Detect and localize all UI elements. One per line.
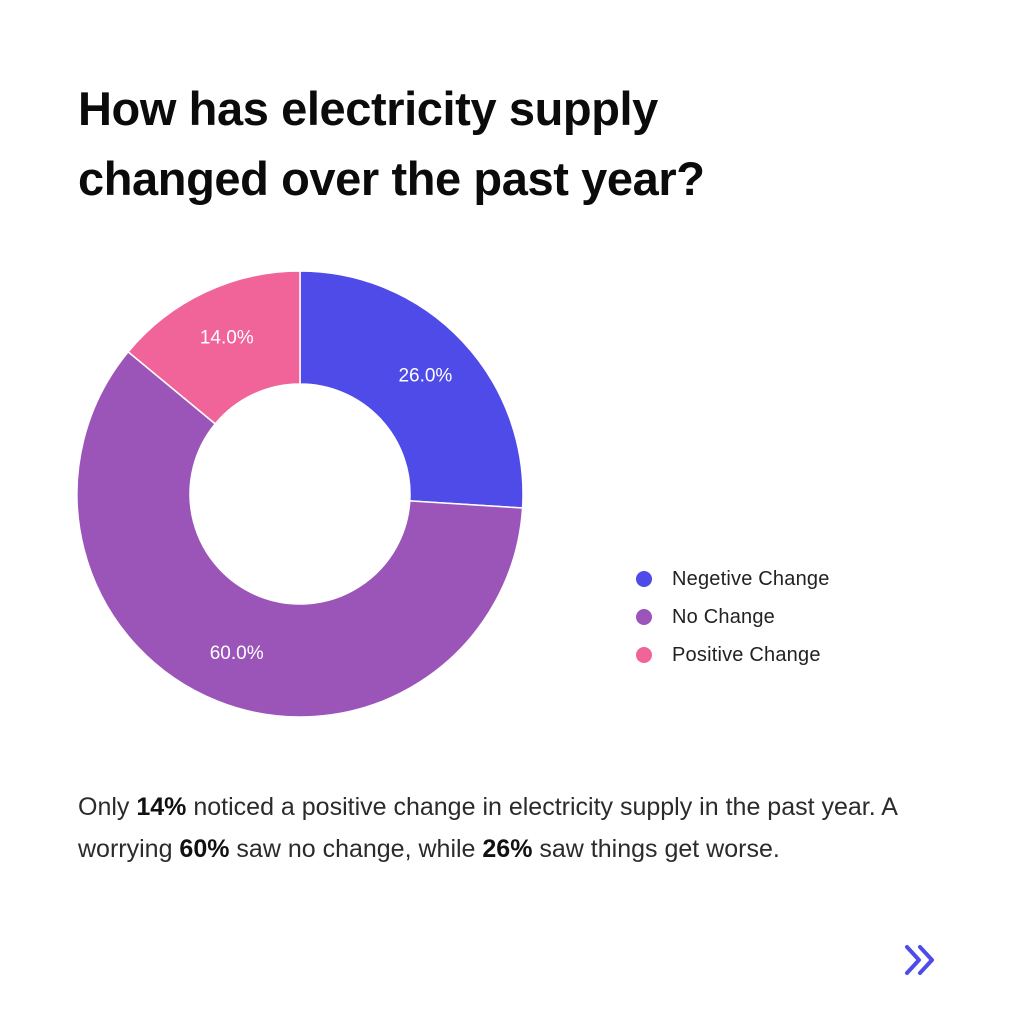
legend-item-no-change: No Change bbox=[636, 598, 830, 636]
title-line-1: How has electricity supply bbox=[78, 82, 658, 135]
legend-label-positive: Positive Change bbox=[672, 643, 821, 666]
title-line-2: changed over the past year? bbox=[78, 152, 705, 205]
summary-highlight-no-change: 60% bbox=[179, 835, 230, 863]
slice-label-positive-change: 14.0% bbox=[200, 327, 254, 348]
slice-no-change bbox=[76, 350, 524, 718]
page-title: How has electricity supply changed over … bbox=[78, 74, 938, 214]
legend-dot-positive bbox=[636, 647, 652, 663]
donut-chart: 26.0% 60.0% 14.0% bbox=[76, 270, 524, 718]
summary-highlight-negative: 26% bbox=[482, 835, 533, 863]
slice-negative-change bbox=[299, 270, 524, 509]
summary-part-4: saw things get worse. bbox=[532, 835, 780, 863]
summary-highlight-positive: 14% bbox=[136, 793, 187, 821]
double-chevron-right-icon[interactable] bbox=[900, 940, 940, 980]
legend-label-negative: Negetive Change bbox=[672, 567, 830, 590]
chart-legend: Negetive Change No Change Positive Chang… bbox=[636, 560, 830, 674]
summary-part-3: saw no change, while bbox=[229, 835, 483, 863]
slice-positive-change bbox=[127, 270, 301, 425]
summary-part-1: Only bbox=[78, 793, 137, 821]
legend-item-positive: Positive Change bbox=[636, 636, 830, 674]
legend-dot-no-change bbox=[636, 609, 652, 625]
legend-dot-negative bbox=[636, 571, 652, 587]
summary-part-2: noticed a positive change in electricity… bbox=[78, 793, 897, 863]
slice-label-no-change: 60.0% bbox=[210, 643, 264, 664]
legend-item-negative: Negetive Change bbox=[636, 560, 830, 598]
slice-label-negative-change: 26.0% bbox=[398, 365, 452, 386]
summary-text: Only 14% noticed a positive change in el… bbox=[78, 786, 958, 870]
legend-label-no-change: No Change bbox=[672, 605, 775, 628]
